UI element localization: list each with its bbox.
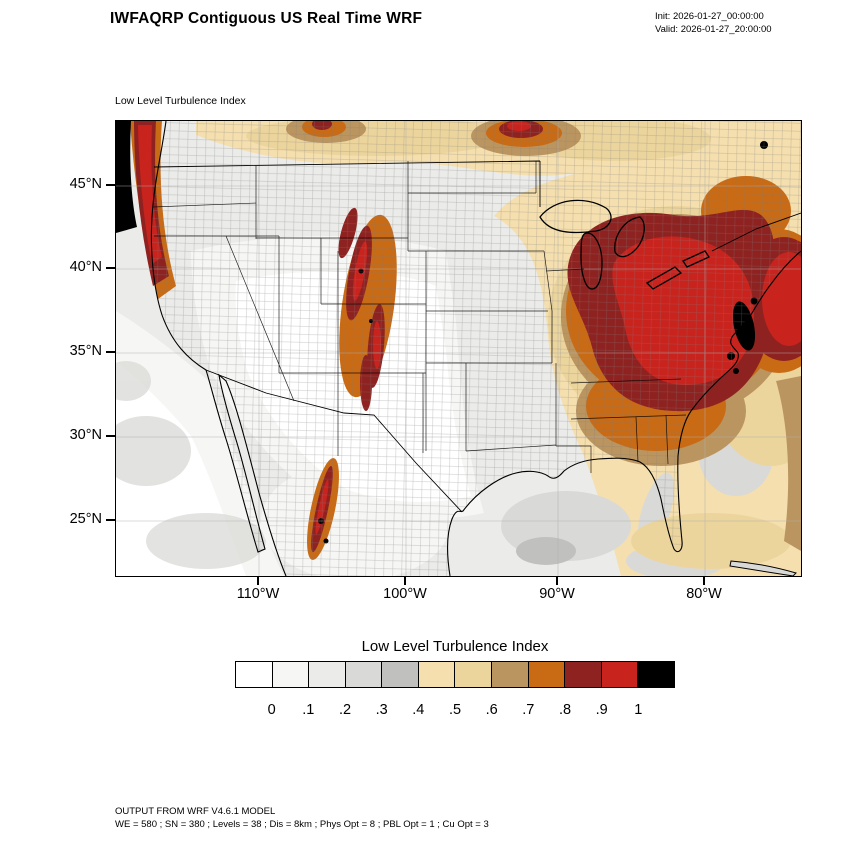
colorbar-tick-label: .8 bbox=[558, 702, 572, 718]
colorbar-title-text: Low Level Turbulence Index bbox=[361, 638, 549, 655]
init-time: Init: 2026-01-27_00:00:00 bbox=[655, 11, 764, 22]
colorbar-tick-label: .5 bbox=[448, 702, 462, 718]
lat-tick-mark bbox=[106, 351, 115, 353]
colorbar-tick-label: .9 bbox=[595, 702, 608, 718]
colorbar-segment bbox=[454, 661, 493, 688]
lat-tick-label: 25°N bbox=[69, 511, 102, 527]
colorbar-tick-label: .4 bbox=[412, 702, 425, 718]
model-footnote: OUTPUT FROM WRF V4.6.1 MODEL WE = 580 ; … bbox=[115, 805, 489, 831]
colorbar-segment bbox=[235, 661, 273, 688]
lat-tick-mark bbox=[106, 435, 115, 437]
lon-tick-label: 90°W bbox=[539, 586, 575, 602]
lon-tick-mark bbox=[556, 577, 558, 585]
colorbar-segment bbox=[600, 661, 639, 688]
lat-tick-label: 35°N bbox=[69, 343, 102, 359]
colorbar-swatches bbox=[235, 661, 675, 688]
colorbar-segment bbox=[491, 661, 529, 688]
colorbar-segment bbox=[271, 661, 310, 688]
international-borders bbox=[153, 160, 801, 513]
colorbar-tick-label: .2 bbox=[338, 702, 352, 718]
colorbar-segment bbox=[527, 661, 566, 688]
colorbar-title: Low Level Turbulence Index bbox=[0, 638, 850, 655]
lat-tick-label: 30°N bbox=[69, 427, 102, 443]
colorbar-ticks: 0 .1 .2 .3 .4 .5 .6 .7 .8 .9 1 bbox=[235, 702, 675, 720]
colorbar-tick-label: .3 bbox=[375, 702, 388, 718]
turbulence-map-canvas bbox=[116, 121, 801, 576]
great-lakes-outline bbox=[539, 199, 710, 290]
colorbar-segment bbox=[308, 661, 346, 688]
map-subtitle: Low Level Turbulence Index bbox=[115, 95, 246, 107]
footnote-line2: WE = 580 ; SN = 380 ; Levels = 38 ; Dis … bbox=[115, 819, 489, 830]
colorbar-segment bbox=[381, 661, 419, 688]
map-frame bbox=[115, 120, 802, 577]
state-borders bbox=[152, 161, 687, 473]
lon-tick-mark bbox=[404, 577, 406, 585]
colorbar-tick-label: .6 bbox=[485, 702, 498, 718]
lon-tick-label: 110°W bbox=[236, 586, 280, 602]
lat-tick-mark bbox=[106, 184, 115, 186]
colorbar-segment bbox=[637, 661, 675, 688]
colorbar-tick-label: .1 bbox=[302, 702, 315, 718]
colorbar-tick-label: .7 bbox=[522, 702, 535, 718]
coastline bbox=[150, 121, 801, 576]
colorbar-tick-label: 1 bbox=[634, 702, 643, 718]
lat-tick-label: 45°N bbox=[69, 176, 102, 192]
lon-tick-label: 80°W bbox=[686, 586, 722, 602]
colorbar-segment bbox=[344, 661, 383, 688]
figure-title: IWFAQRP Contiguous US Real Time WRF bbox=[110, 10, 423, 27]
cuba-outline bbox=[729, 560, 797, 576]
lon-tick-mark bbox=[257, 577, 259, 585]
lat-tick-mark bbox=[106, 519, 115, 521]
lat-tick-label: 40°N bbox=[69, 259, 102, 275]
county-texture bbox=[151, 121, 801, 576]
run-times: Init: 2026-01-27_00:00:00 Valid: 2026-01… bbox=[655, 10, 772, 36]
lat-tick-mark bbox=[106, 267, 115, 269]
lon-tick-label: 100°W bbox=[383, 586, 427, 602]
lon-tick-mark bbox=[703, 577, 705, 585]
colorbar-segment bbox=[564, 661, 602, 688]
valid-time: Valid: 2026-01-27_20:00:00 bbox=[655, 24, 772, 35]
colorbar-tick-label: 0 bbox=[267, 702, 276, 718]
colorbar-segment bbox=[417, 661, 456, 688]
footnote-line1: OUTPUT FROM WRF V4.6.1 MODEL bbox=[115, 806, 276, 817]
